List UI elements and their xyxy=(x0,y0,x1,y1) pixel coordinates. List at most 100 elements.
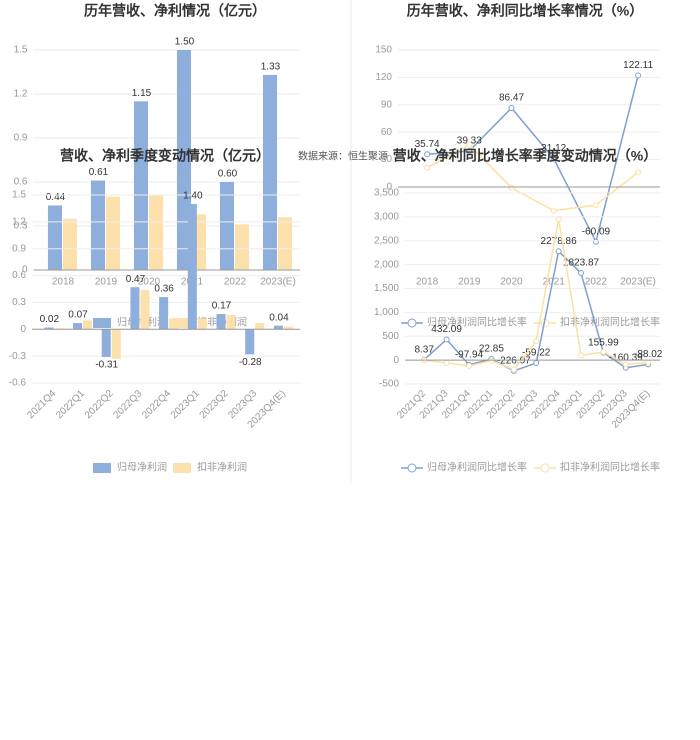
y-tick-label: 0 xyxy=(22,265,28,276)
bar xyxy=(106,196,121,270)
y-tick-label: 0 xyxy=(386,182,392,193)
legend-swatch xyxy=(407,318,417,328)
y-tick-label: 1.2 xyxy=(14,89,28,100)
bar xyxy=(130,287,140,330)
legend-swatch xyxy=(93,463,111,473)
point xyxy=(508,184,515,191)
y-tick-label: 0.3 xyxy=(12,297,26,308)
value-label: 0.60 xyxy=(218,169,238,180)
chart-title: 营收、净利同比增长率季度变动情况（%） xyxy=(393,148,657,164)
value-label: -88.02 xyxy=(634,349,663,360)
y-tick-label: 1.2 xyxy=(12,216,26,227)
legend-label: 扣非净利润同比增长率 xyxy=(560,316,660,329)
y-tick-label: 1.5 xyxy=(14,45,28,56)
x-tick-label: 2019 xyxy=(95,277,118,288)
bar xyxy=(226,314,236,330)
x-tick-label: 2022Q2 xyxy=(83,388,116,421)
value-label: 1.50 xyxy=(175,37,195,48)
bar xyxy=(278,217,293,270)
bar xyxy=(235,224,250,270)
y-tick-label: -0.3 xyxy=(9,351,27,362)
x-tick-label: 2020 xyxy=(138,277,161,288)
x-tick-label: 2022Q4 xyxy=(140,388,173,421)
legend-label: 归母净利润 xyxy=(117,461,167,474)
point xyxy=(600,349,607,356)
point xyxy=(508,104,515,111)
value-label: 0.07 xyxy=(68,310,88,321)
x-tick-label: 2023(E) xyxy=(620,277,656,288)
y-tick-label: 1,500 xyxy=(374,283,399,294)
value-label: 86.47 xyxy=(499,93,524,104)
point xyxy=(533,338,540,345)
value-label: 8.37 xyxy=(414,344,434,355)
point xyxy=(645,359,652,366)
bar xyxy=(73,323,83,330)
legend-label: 归母净利润同比增长率 xyxy=(427,461,527,474)
point xyxy=(510,366,517,373)
point xyxy=(635,169,642,176)
y-tick-label: 30 xyxy=(381,154,393,165)
x-tick-label: 2022 xyxy=(585,277,608,288)
bar xyxy=(90,180,105,270)
value-label: 31.12 xyxy=(541,143,566,154)
bar xyxy=(283,326,293,330)
y-tick-label: 2,000 xyxy=(374,259,399,270)
value-label: -160.39 xyxy=(609,352,643,363)
y-tick-label: 120 xyxy=(375,72,392,83)
value-label: 2278.86 xyxy=(541,236,578,247)
bar xyxy=(133,101,148,270)
point xyxy=(592,238,599,245)
bar xyxy=(101,329,111,358)
value-label: 155.99 xyxy=(588,337,619,348)
value-label: 39.33 xyxy=(457,136,482,147)
value-label: 122.11 xyxy=(623,60,653,71)
x-tick-label: 2023Q1 xyxy=(169,388,202,421)
x-tick-label: 2023Q2 xyxy=(198,388,231,421)
point xyxy=(550,155,557,162)
x-tick-label: 2018 xyxy=(52,277,75,288)
value-label: 22.85 xyxy=(479,344,504,355)
y-tick-label: 0.6 xyxy=(12,270,26,281)
bar xyxy=(44,327,54,330)
x-tick-label: 2020 xyxy=(500,277,523,288)
x-tick-label: 2018 xyxy=(416,277,439,288)
y-tick-label: 0.9 xyxy=(12,243,26,254)
y-tick-label: 60 xyxy=(381,127,393,138)
point xyxy=(550,207,557,214)
legend-swatch xyxy=(173,318,191,328)
y-tick-label: 0 xyxy=(393,355,399,366)
bar xyxy=(216,314,226,330)
y-tick-label: 3,500 xyxy=(374,188,399,199)
legend-label: 归母净利润同比增长率 xyxy=(427,316,527,329)
point xyxy=(555,216,562,223)
y-tick-label: 0.9 xyxy=(14,133,28,144)
value-label: 0.44 xyxy=(46,192,66,203)
bar xyxy=(149,195,164,270)
y-tick-label: 1,000 xyxy=(374,307,399,318)
bar xyxy=(176,50,191,270)
value-label: -226.07 xyxy=(497,356,531,367)
chart-title: 历年营收、净利同比增长率情况（%） xyxy=(407,3,643,19)
point xyxy=(424,151,431,158)
y-tick-label: 0 xyxy=(20,324,26,335)
point xyxy=(443,336,450,343)
y-tick-label: 500 xyxy=(382,331,399,342)
y-tick-label: 2,500 xyxy=(374,235,399,246)
x-tick-label: 2023(E) xyxy=(260,277,296,288)
y-tick-label: 0.6 xyxy=(14,177,28,188)
value-label: 1.33 xyxy=(261,62,281,73)
value-label: -97.94 xyxy=(455,349,484,360)
legend-label: 扣非净利润 xyxy=(197,461,247,474)
y-tick-label: 1.5 xyxy=(12,190,26,201)
point xyxy=(635,72,642,79)
point xyxy=(578,270,584,277)
value-label: 35.74 xyxy=(415,139,440,150)
value-label: 0.36 xyxy=(154,284,174,295)
x-tick-label: 2021 xyxy=(543,277,566,288)
bar xyxy=(255,323,265,330)
y-tick-label: 150 xyxy=(375,45,392,56)
bar xyxy=(197,318,207,330)
x-tick-label: 2019 xyxy=(458,277,481,288)
value-label: -59.22 xyxy=(522,348,551,359)
